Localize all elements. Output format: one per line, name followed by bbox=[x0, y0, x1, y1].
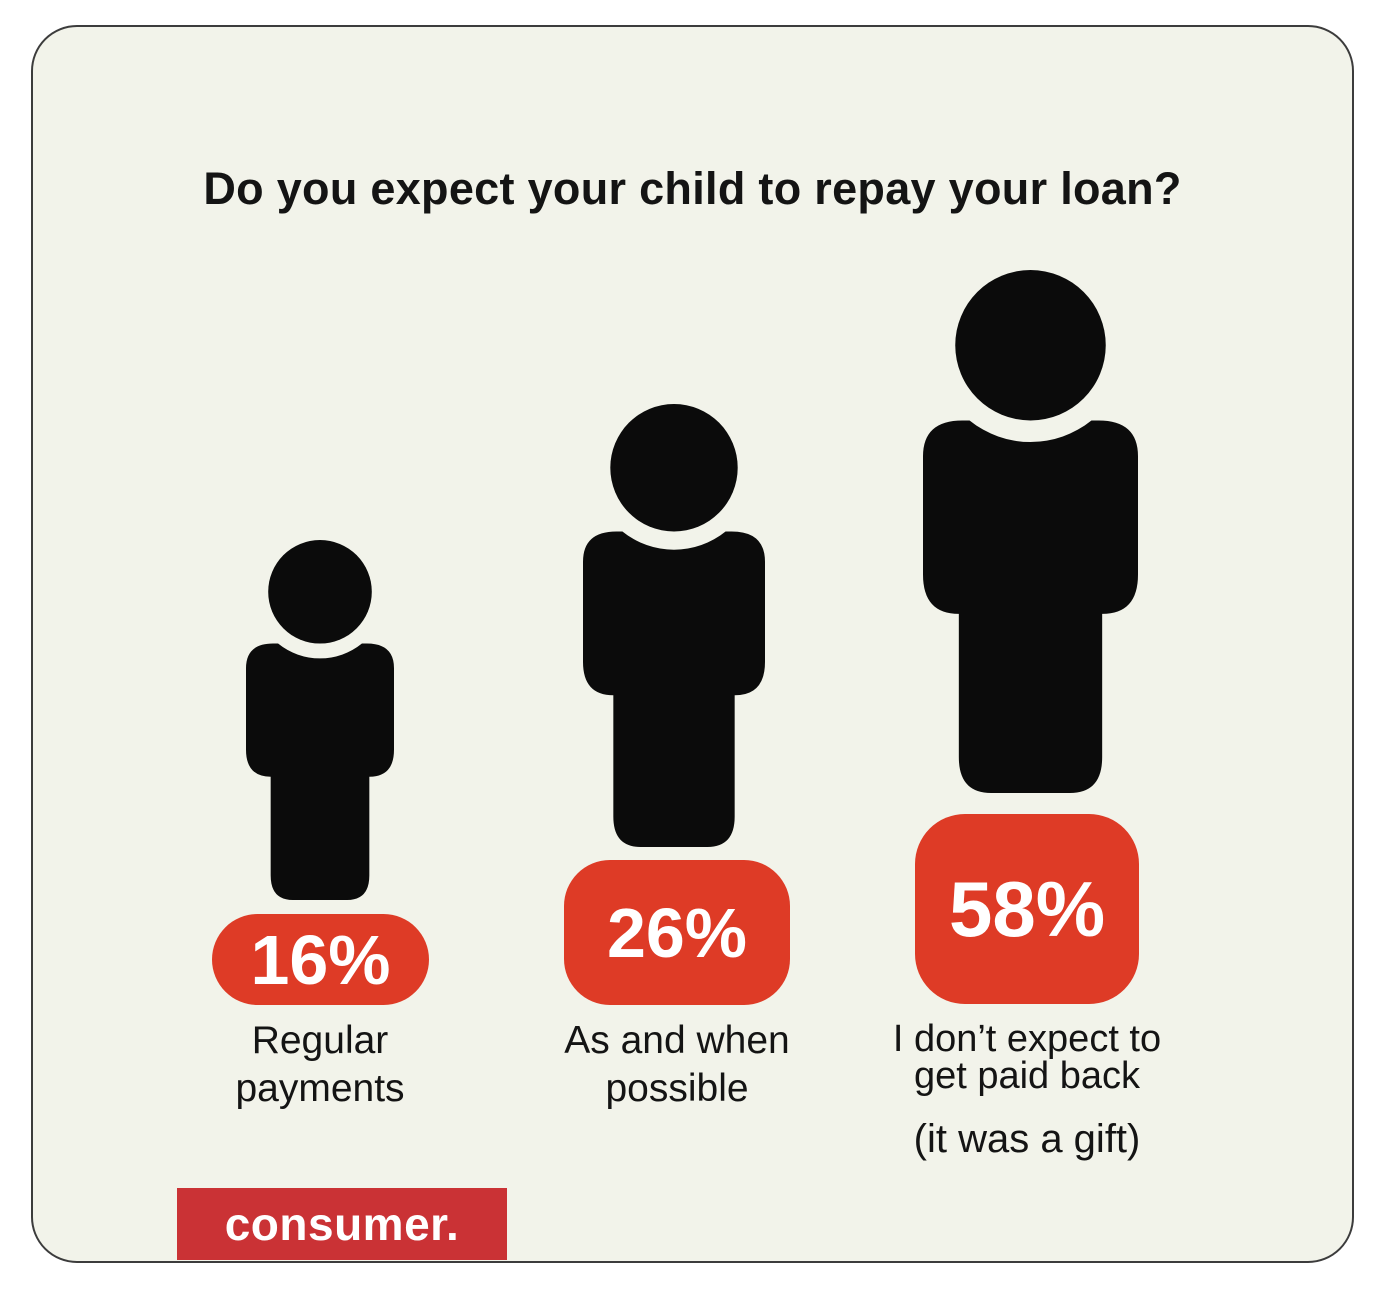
category-label-regular-payments: Regular payments bbox=[150, 1017, 490, 1113]
percent-badge-as-and-when: 26% bbox=[564, 860, 790, 1005]
percent-badge-gift: 58% bbox=[915, 814, 1139, 1004]
percent-value: 58% bbox=[948, 864, 1106, 953]
label-line: possible bbox=[605, 1067, 749, 1110]
person-icon-large bbox=[923, 270, 1138, 793]
label-line: payments bbox=[235, 1067, 405, 1110]
chart-title: Do you expect your child to repay your l… bbox=[203, 163, 1182, 214]
percent-value: 16% bbox=[250, 920, 391, 999]
percent-badge-regular-payments: 16% bbox=[212, 914, 429, 1005]
category-note-gift: (it was a gift) bbox=[913, 1117, 1141, 1161]
label-line: As and when bbox=[564, 1019, 790, 1062]
category-label-as-and-when: As and when possible bbox=[507, 1017, 847, 1113]
label-line: get paid back bbox=[913, 1055, 1141, 1097]
infographic-card: Do you expect your child to repay your l… bbox=[31, 25, 1354, 1263]
brand-logo-text: consumer. bbox=[224, 1198, 460, 1250]
brand-logo: consumer. bbox=[177, 1188, 507, 1260]
label-line: Regular bbox=[251, 1019, 389, 1062]
category-label-gift: I don’t expect to get paid back bbox=[847, 1018, 1207, 1097]
person-icon-small bbox=[246, 540, 394, 900]
person-icon-medium bbox=[583, 404, 765, 847]
label-line: I don’t expect to bbox=[892, 1018, 1162, 1060]
percent-value: 26% bbox=[606, 893, 748, 972]
